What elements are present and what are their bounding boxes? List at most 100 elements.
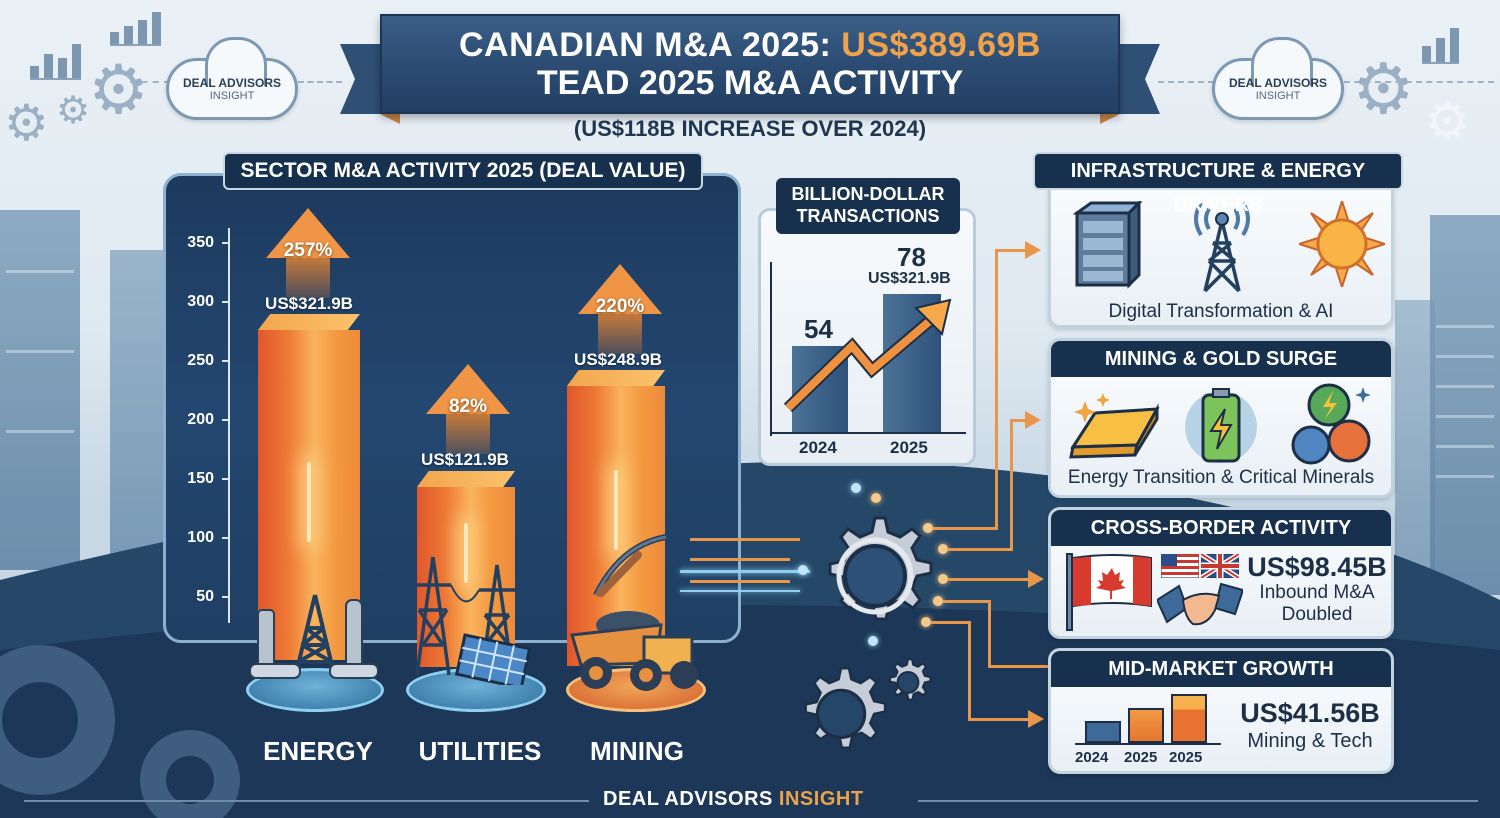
trend-arrow-icon xyxy=(783,298,952,413)
connector-line xyxy=(968,718,1028,721)
cross-border-line2: Doubled xyxy=(1281,604,1353,625)
connector-line xyxy=(988,665,1048,668)
gear-icon xyxy=(804,667,887,749)
page-subtitle: (US$118B INCREASE OVER 2024) xyxy=(573,116,927,141)
footer-divider xyxy=(918,800,1478,802)
connector-line xyxy=(690,580,790,583)
dashed-connector xyxy=(1158,81,1214,83)
mid-market-title: MID-MARKET GROWTH xyxy=(1051,651,1391,687)
power-pylon-icon xyxy=(405,555,555,699)
connector-node xyxy=(933,596,943,606)
mid-market-card: MID-MARKET GROWTH 2024 2025 2025 US$41.5… xyxy=(1048,648,1394,774)
connector-node xyxy=(868,636,878,646)
bar-value-utilities: US$121.9B xyxy=(421,450,509,469)
category-label-utilities: UTILITIES xyxy=(418,736,542,766)
y-tick: 200 xyxy=(180,411,230,428)
mini-chart-icon xyxy=(1422,28,1459,64)
y-axis xyxy=(228,228,230,623)
dashed-connector xyxy=(130,81,170,83)
large-gear-icon xyxy=(828,516,933,621)
y-tick: 250 xyxy=(180,352,230,369)
connector-node xyxy=(871,493,881,503)
page-title: CANADIAN M&A 2025: US$389.69B xyxy=(459,26,1041,64)
mid-market-year: 2025 xyxy=(1169,749,1203,766)
y-tick: 100 xyxy=(180,529,230,546)
dashed-connector xyxy=(1344,81,1494,83)
category-label-mining: MINING xyxy=(590,736,684,766)
bar-energy xyxy=(258,330,360,660)
connector-line xyxy=(680,590,800,592)
connector-node xyxy=(798,565,808,575)
arrow-head xyxy=(1028,570,1044,588)
mining-gold-card: MINING & GOLD SURGE Energy Transition & … xyxy=(1048,338,1394,498)
connector-node xyxy=(921,617,931,627)
title-total-value: US$389.69B xyxy=(841,26,1041,64)
growth-arrow-utilities: 82% xyxy=(426,364,510,454)
gear-icon: ⚙ xyxy=(1352,50,1415,128)
infrastructure-title: INFRASTRUCTURE & ENERGY DRIVERS xyxy=(1033,152,1403,216)
handshake-icon xyxy=(1155,582,1245,636)
banner-body: CANADIAN M&A 2025: US$389.69B TEAD 2025 … xyxy=(380,14,1120,114)
gold-bar-icon xyxy=(1065,389,1165,465)
dashed-connector xyxy=(298,81,342,83)
connector-line xyxy=(680,570,810,573)
bdt-count-2025: 78 xyxy=(897,242,926,272)
mid-market-bar-2024 xyxy=(1085,721,1121,743)
brand-tagline: INSIGHT xyxy=(1255,90,1301,102)
gear-icon: ⚙ xyxy=(4,95,49,151)
infrastructure-card: Digital Transformation & AI xyxy=(1048,168,1394,328)
cross-border-line1: Inbound M&A xyxy=(1259,582,1375,603)
connector-line xyxy=(995,249,1025,252)
y-tick: 300 xyxy=(180,293,230,310)
y-tick: 50 xyxy=(180,588,230,605)
connector-line xyxy=(948,578,1028,581)
mini-chart-icon xyxy=(110,12,161,46)
infrastructure-caption: Digital Transformation & AI xyxy=(1108,301,1334,322)
connector-line xyxy=(690,558,790,561)
connector-line xyxy=(995,250,998,530)
mid-market-year: 2024 xyxy=(1075,749,1109,766)
bdt-year-2024: 2024 xyxy=(799,438,837,457)
connector-node xyxy=(938,544,948,554)
category-label-energy: ENERGY xyxy=(263,736,373,766)
mid-market-stats: US$41.56B Mining & Tech xyxy=(1227,697,1391,753)
mid-market-bar-2025b xyxy=(1171,694,1207,743)
arrow-head xyxy=(1025,241,1041,259)
bdt-y-axis xyxy=(770,262,772,436)
oil-derrick-icon xyxy=(249,590,380,704)
mid-market-value: US$41.56B xyxy=(1240,698,1380,728)
ribbon-fold xyxy=(380,114,400,124)
mini-chart-icon xyxy=(30,40,81,80)
ribbon-fold xyxy=(1100,114,1120,124)
brand-name: DEAL ADVISORS xyxy=(182,76,281,90)
bar-value-mining: US$248.9B xyxy=(574,350,662,369)
title-prefix: CANADIAN M&A 2025: xyxy=(459,26,842,64)
connector-node xyxy=(923,523,933,533)
connector-line xyxy=(690,538,800,541)
footer-brand: DEAL ADVISORS INSIGHT xyxy=(603,788,864,810)
bar-value-energy: US$321.9B xyxy=(265,294,353,313)
y-tick: 350 xyxy=(180,234,230,251)
bdt-year-2025: 2025 xyxy=(890,438,928,457)
title-banner: CANADIAN M&A 2025: US$389.69B TEAD 2025 … xyxy=(340,14,1160,124)
cross-border-value: US$98.45B xyxy=(1247,552,1387,582)
arrow-head xyxy=(1028,710,1044,728)
battery-icon xyxy=(1181,385,1261,469)
brand-cloud-left: DEAL ADVISORS INSIGHT xyxy=(166,37,298,120)
mid-market-year: 2025 xyxy=(1124,749,1158,766)
brand-tagline: INSIGHT xyxy=(209,90,255,102)
mid-market-caption: Mining & Tech xyxy=(1247,730,1373,752)
billion-dollar-title: BILLION-DOLLAR TRANSACTIONS xyxy=(776,178,960,234)
building-silhouette xyxy=(110,250,170,570)
growth-arrow-energy: 257% xyxy=(266,208,350,298)
bdt-count-2024: 54 xyxy=(804,314,833,344)
dump-truck-icon xyxy=(566,525,706,709)
gear-icon: ⚙ xyxy=(56,90,91,132)
connector-node xyxy=(851,483,861,493)
server-icon xyxy=(1072,199,1143,295)
small-gear-icon xyxy=(889,658,932,701)
canada-flag-icon xyxy=(1065,552,1155,636)
connector-node xyxy=(938,574,948,584)
mining-gold-title: MINING & GOLD SURGE xyxy=(1051,341,1391,377)
building-silhouette xyxy=(0,210,80,570)
